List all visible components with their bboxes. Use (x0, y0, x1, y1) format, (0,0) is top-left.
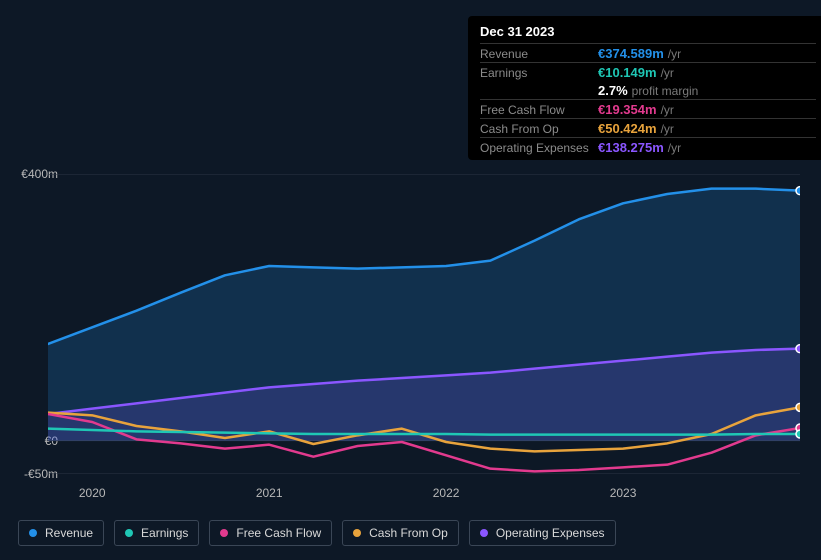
tooltip-row: Earnings€10.149m/yr (480, 62, 816, 81)
tooltip-metric-label: Revenue (480, 47, 598, 61)
earnings-chart[interactable]: €400m€0-€50m 2020202120222023 (20, 160, 800, 480)
tooltip-metric-value: €10.149m (598, 65, 657, 80)
tooltip-metric-unit: /yr (668, 141, 681, 155)
legend-item[interactable]: Free Cash Flow (209, 520, 332, 546)
tooltip-row: Revenue€374.589m/yr (480, 43, 816, 62)
chart-plot-area (48, 174, 800, 474)
tooltip-metric-unit: profit margin (632, 84, 699, 98)
x-axis-label: 2022 (433, 486, 460, 500)
tooltip-row: Free Cash Flow€19.354m/yr (480, 99, 816, 118)
legend-label: Operating Expenses (496, 526, 605, 540)
tooltip-metric-label: Earnings (480, 66, 598, 80)
tooltip-metric-value: €19.354m (598, 102, 657, 117)
legend-color-icon (353, 529, 361, 537)
x-axis-label: 2023 (610, 486, 637, 500)
tooltip-date: Dec 31 2023 (480, 24, 816, 39)
tooltip-metric-unit: /yr (661, 122, 674, 136)
tooltip-metric-value: €374.589m (598, 46, 664, 61)
tooltip-metric-label: Operating Expenses (480, 141, 598, 155)
legend-item[interactable]: Earnings (114, 520, 199, 546)
legend-color-icon (125, 529, 133, 537)
legend-item[interactable]: Cash From Op (342, 520, 459, 546)
legend-color-icon (220, 529, 228, 537)
tooltip-metric-unit: /yr (668, 47, 681, 61)
tooltip-metric-value: €50.424m (598, 121, 657, 136)
tooltip-row: Cash From Op€50.424m/yr (480, 118, 816, 137)
tooltip-metric-value: 2.7% (598, 83, 628, 98)
x-axis-label: 2020 (79, 486, 106, 500)
tooltip-metric-label: Free Cash Flow (480, 103, 598, 117)
legend-color-icon (29, 529, 37, 537)
tooltip-row: Operating Expenses€138.275m/yr (480, 137, 816, 156)
legend-label: Revenue (45, 526, 93, 540)
tooltip-metric-unit: /yr (661, 103, 674, 117)
tooltip-row: 2.7% profit margin (480, 81, 816, 99)
x-axis-label: 2021 (256, 486, 283, 500)
tooltip-metric-unit: /yr (661, 66, 674, 80)
tooltip-metric-value: €138.275m (598, 140, 664, 155)
tooltip-metric-label: Cash From Op (480, 122, 598, 136)
chart-tooltip: Dec 31 2023 Revenue€374.589m/yrEarnings€… (468, 16, 821, 160)
legend-item[interactable]: Operating Expenses (469, 520, 616, 546)
legend-label: Cash From Op (369, 526, 448, 540)
legend-label: Free Cash Flow (236, 526, 321, 540)
legend-color-icon (480, 529, 488, 537)
legend-label: Earnings (141, 526, 188, 540)
legend-item[interactable]: Revenue (18, 520, 104, 546)
chart-legend: Revenue Earnings Free Cash Flow Cash From O… (18, 520, 616, 546)
